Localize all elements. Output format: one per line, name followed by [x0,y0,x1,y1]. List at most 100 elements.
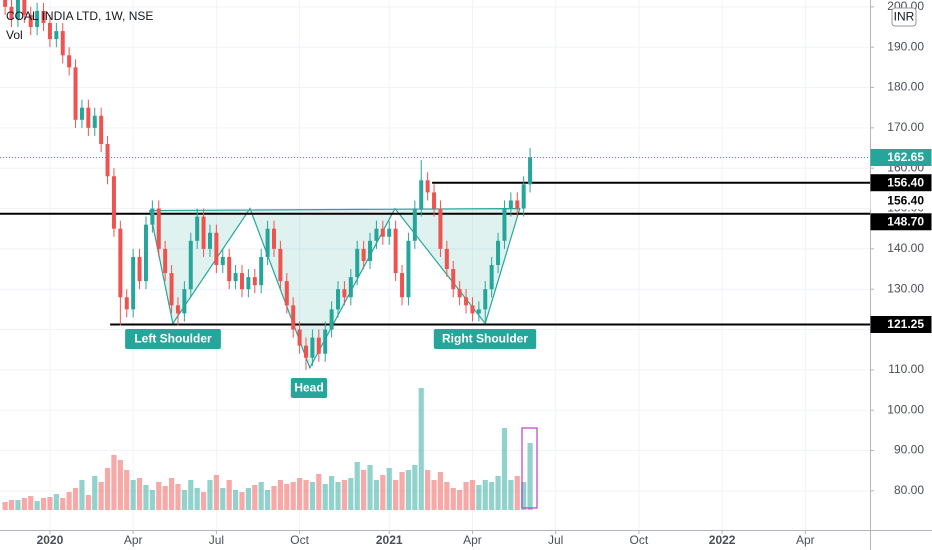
currency: INR [894,10,915,24]
price-badge-label: 162.65 [887,150,924,164]
volume-bar [232,490,239,510]
candle-body [214,232,219,265]
y-tick-label: 180.00 [887,80,924,94]
candle-body [15,0,20,19]
price-badge [870,149,932,167]
candle-body [143,224,148,282]
candle-body [73,67,78,120]
candle-body [195,216,200,241]
candle-body [457,289,462,298]
volume-label: Vol [6,28,23,42]
candle-body [336,289,341,310]
volume-bar [258,482,264,510]
volume-bar [380,475,386,510]
volume-bar [47,497,53,510]
volume-bar [124,470,130,510]
volume-bar [98,482,104,510]
candle-body [175,305,180,314]
volume-bar [239,492,245,510]
volume-bar [316,474,322,510]
candle-body [425,180,430,193]
volume-bar [181,490,187,510]
candle-body [432,192,437,209]
volume-bar [501,428,508,510]
volume-bar [450,488,456,510]
x-tick-label: Oct [630,533,649,547]
candle-body [111,176,116,229]
volume-bar [28,496,34,510]
candle-body [393,228,398,274]
candle-body [188,240,193,290]
price-badge-label: 156.40 [887,193,924,207]
volume-bar [245,488,251,510]
volume-bar [444,482,450,510]
candle-body [374,228,379,241]
candle-body [265,228,270,257]
volume-bar [156,482,162,510]
y-tick-label: 80.00 [894,483,924,497]
volume-bar [495,476,501,510]
candle-body [355,248,360,278]
volume-bar [386,468,392,510]
candle-body [169,273,174,306]
volume-bar [53,494,59,510]
y-tick-label: 190.00 [887,39,924,53]
x-tick-label: Apr [124,533,143,547]
volume-bar [284,484,290,510]
volume-bar [341,480,348,510]
volume-bar [476,485,482,510]
candle-body [41,10,46,23]
volume-bar [418,388,424,510]
price-badge [870,315,932,333]
price-badge [870,192,932,210]
candle-body [156,208,161,249]
volume-bar [508,480,514,510]
candle-body [496,240,501,265]
candle-body [28,14,33,28]
candle-body [380,228,385,237]
volume-bar [399,472,405,510]
candle-body [131,256,136,310]
candle-body [508,200,513,209]
candle-body [9,6,14,19]
candle-body [137,256,142,282]
volume-bar [149,490,155,510]
candle-body [227,256,232,282]
volume-bar [329,476,335,510]
annotation-label: Left Shoulder [134,332,212,346]
price-badge [870,213,932,231]
candle-body [342,289,347,298]
volume-bar [482,480,488,510]
volume-bar [40,498,47,510]
candle-body [182,289,187,314]
volume-bar [309,482,316,510]
volume-bar [207,480,213,510]
volume-bar [335,482,341,510]
volume-bar [79,480,85,510]
candle-body [438,208,443,249]
candle-body [92,115,97,128]
candle-body [259,256,264,286]
volume-bar [60,498,66,510]
volume-bar [271,486,277,510]
currency-box[interactable] [891,7,917,27]
candle-body [79,107,84,120]
candle-body [291,305,296,330]
volume-bar [303,480,309,510]
volume-bar [521,482,527,510]
candle-body [310,337,315,358]
x-tick-label: 2021 [376,533,403,547]
volume-bar [213,475,219,510]
volume-bar [85,495,91,510]
volume-bar [162,486,168,510]
x-tick-label: Oct [290,533,309,547]
price-badge-label: 156.40 [887,175,924,189]
candle-body [271,228,276,249]
candle-body [476,309,481,314]
candle-body [304,345,309,358]
candle-body [316,337,321,354]
candle-body [502,208,507,241]
annotation-box [125,329,221,349]
